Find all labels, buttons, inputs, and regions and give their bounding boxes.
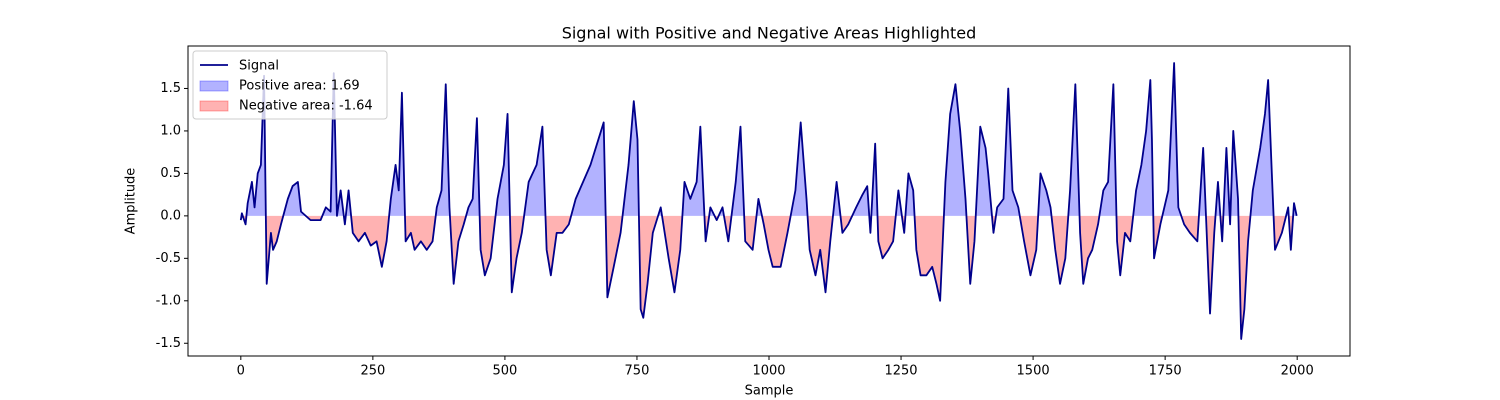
- y-tick-label: -0.5: [156, 251, 181, 266]
- chart-title: Signal with Positive and Negative Areas …: [562, 24, 977, 43]
- legend-label: Negative area: -1.64: [239, 99, 373, 114]
- x-tick-label: 0: [237, 364, 245, 379]
- x-tick-label: 2000: [1281, 364, 1314, 379]
- y-tick-label: 1.5: [160, 81, 181, 96]
- legend-fill-key: [199, 100, 229, 112]
- negative-area: [240, 215, 1294, 340]
- x-tick-label: 1500: [1017, 364, 1050, 379]
- x-tick-label: 750: [625, 364, 650, 379]
- plot-area: [239, 62, 1298, 340]
- y-axis-label: Amplitude: [124, 168, 139, 235]
- legend-label: Positive area: 1.69: [239, 79, 360, 94]
- x-tick-label: 500: [492, 364, 517, 379]
- y-tick-label: 0.0: [160, 208, 181, 223]
- x-tick-label: 1750: [1149, 364, 1182, 379]
- legend-fill-key: [199, 80, 229, 92]
- y-tick-label: 1.0: [160, 123, 181, 138]
- x-tick-label: 1000: [752, 364, 785, 379]
- x-tick-label: 1250: [884, 364, 917, 379]
- legend-label: Signal: [239, 59, 279, 74]
- y-tick-label: -1.5: [156, 336, 181, 351]
- y-tick-label: 0.5: [160, 166, 181, 181]
- x-axis-label: Sample: [745, 384, 794, 399]
- y-tick-label: -1.0: [156, 293, 181, 308]
- signal-line: [239, 62, 1298, 340]
- x-tick-label: 250: [360, 364, 385, 379]
- positive-area: [241, 62, 1297, 216]
- legend-box: [192, 50, 388, 120]
- legend: Signal Positive area: 1.69 Negative area: …: [192, 50, 388, 120]
